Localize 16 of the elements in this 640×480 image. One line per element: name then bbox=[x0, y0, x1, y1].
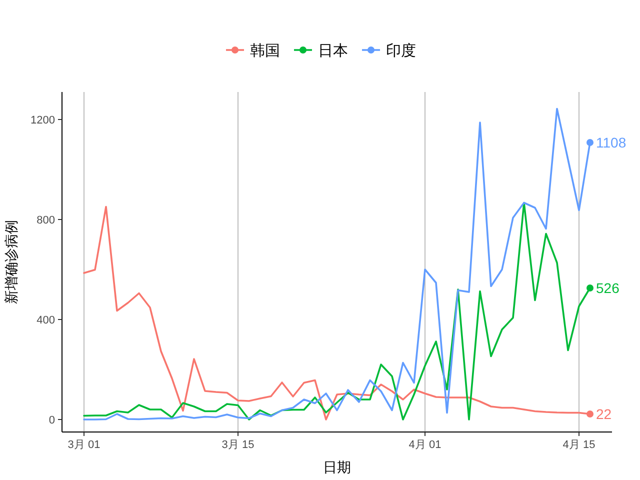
legend-label: 印度 bbox=[386, 42, 416, 60]
annotation: 1108 bbox=[596, 134, 626, 150]
legend-label: 日本 bbox=[318, 42, 348, 60]
x-tick-label: 4月 15 bbox=[562, 439, 596, 451]
y-tick-label: 0 bbox=[48, 414, 55, 426]
x-axis-title: 日期 bbox=[323, 459, 351, 475]
x-tick-label: 4月 01 bbox=[408, 439, 442, 451]
y-tick-label: 800 bbox=[36, 214, 55, 226]
y-tick-label: 1200 bbox=[30, 114, 55, 126]
x-tick-label: 3月 15 bbox=[222, 439, 254, 451]
annotation: 526 bbox=[596, 280, 620, 296]
annotation: 22 bbox=[596, 406, 612, 422]
y-tick-label: 400 bbox=[36, 314, 55, 326]
x-tick-label: 3月 01 bbox=[68, 439, 100, 451]
y-axis-title: 新增确诊病例 bbox=[3, 220, 19, 304]
legend-label: 韩国 bbox=[250, 42, 280, 60]
